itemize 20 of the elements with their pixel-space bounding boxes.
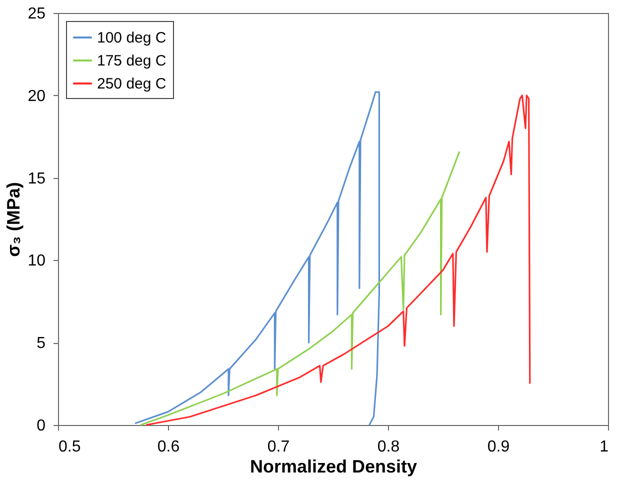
y-tick-label: 25 bbox=[28, 6, 46, 22]
x-tick-label: 0.8 bbox=[377, 438, 400, 456]
x-tick-label: 1 bbox=[600, 438, 609, 456]
x-tick-label: 0.9 bbox=[487, 438, 510, 456]
line-series bbox=[134, 91, 380, 426]
line-series bbox=[145, 94, 531, 426]
y-tick-label: 0 bbox=[36, 418, 46, 434]
legend-label: 175 deg C bbox=[97, 52, 166, 70]
y-tick-label: 20 bbox=[28, 88, 46, 105]
y-tick-label: 10 bbox=[28, 252, 46, 270]
legend-label: 250 deg C bbox=[97, 76, 166, 92]
x-axis-title: Normalized Density bbox=[250, 456, 418, 476]
legend-label: 100 deg C bbox=[97, 30, 166, 46]
y-tick-label: 5 bbox=[36, 335, 46, 352]
y-axis-title: σ₃ (MPa) bbox=[4, 182, 24, 257]
y-tick-label: 15 bbox=[28, 170, 46, 188]
x-tick-label: 0.6 bbox=[157, 438, 180, 456]
x-tick-label: 0.5 bbox=[58, 438, 81, 456]
x-tick-label: 0.7 bbox=[267, 438, 290, 456]
line-series bbox=[140, 150, 460, 426]
